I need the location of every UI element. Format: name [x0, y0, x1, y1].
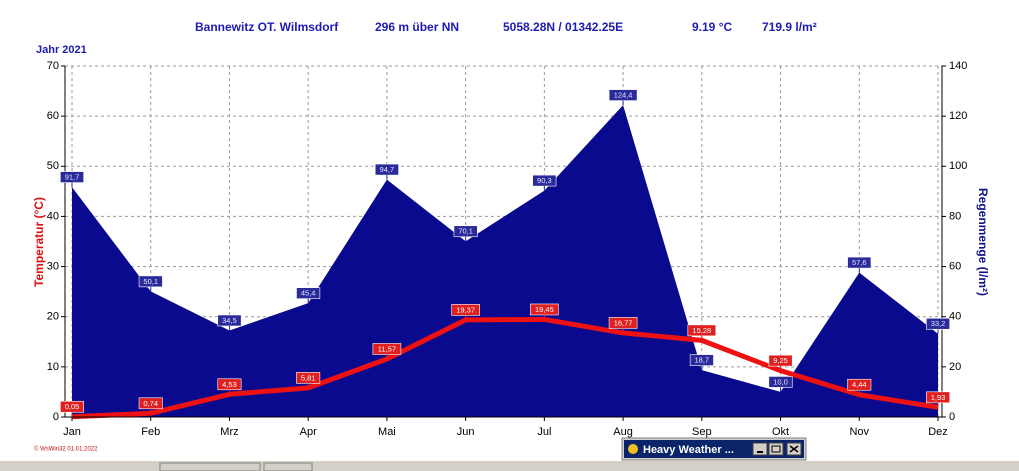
taskbar-button[interactable] — [159, 462, 261, 471]
value-label: 70,1 — [458, 227, 473, 236]
year-label: Jahr 2021 — [36, 44, 87, 56]
x-tick-label: Jan — [63, 426, 81, 438]
y2-tick-label: 120 — [949, 110, 967, 122]
y-tick-label: 0 — [53, 411, 59, 423]
y-tick-label: 20 — [47, 311, 59, 323]
y2-tick-label: 40 — [949, 311, 961, 323]
value-label: 19,45 — [535, 305, 554, 314]
value-label: 9,25 — [773, 356, 788, 365]
y-tick-label: 30 — [47, 260, 59, 272]
close-glyph — [789, 445, 799, 453]
minimize-button[interactable] — [752, 442, 768, 456]
x-tick-label: Feb — [141, 426, 160, 438]
header-text: 5058.28N / 01342.25E — [503, 20, 623, 34]
value-label: 57,6 — [852, 258, 867, 267]
window-icon — [628, 444, 638, 454]
x-tick-label: Jul — [537, 426, 551, 438]
y-tick-label: 60 — [47, 110, 59, 122]
header-text: 296 m über NN — [375, 20, 459, 34]
y2-tick-label: 0 — [949, 411, 955, 423]
value-label: 4,44 — [852, 380, 867, 389]
y2-tick-label: 20 — [949, 361, 961, 373]
maximize-button[interactable] — [768, 442, 784, 456]
value-label: 91,7 — [65, 173, 80, 182]
value-label: 33,2 — [931, 319, 946, 328]
value-label: 15,28 — [692, 326, 711, 335]
taskbar-button[interactable] — [263, 462, 313, 471]
value-label: 1,93 — [931, 393, 946, 402]
x-tick-label: Jun — [457, 426, 475, 438]
y-tick-label: 40 — [47, 210, 59, 222]
value-label: 45,4 — [301, 289, 316, 298]
value-label: 94,7 — [380, 165, 395, 174]
y2-axis-label: Regenmenge (l/m²) — [976, 188, 990, 296]
value-label: 5,81 — [301, 373, 316, 382]
value-label: 11,57 — [378, 344, 396, 353]
plot: 0 10 20 30 40 50 60 70 0 20 40 60 80 100 120 140 Jan Feb M… — [47, 60, 968, 438]
x-tick-label: Nov — [849, 426, 869, 438]
value-label: 19,37 — [456, 305, 475, 314]
value-label: 90,3 — [537, 176, 552, 185]
x-tick-label: Apr — [300, 426, 317, 438]
x-tick-label: Dez — [928, 426, 948, 438]
x-tick-label: Mai — [378, 426, 396, 438]
line — [71, 316, 939, 420]
window-title: Heavy Weather ... — [643, 444, 734, 456]
value-label: 124,4 — [614, 91, 633, 100]
y2-tick-label: 80 — [949, 210, 961, 222]
value-label: 0,74 — [143, 399, 158, 408]
y2-tick-label: 100 — [949, 160, 967, 172]
value-label: 18,7 — [695, 356, 710, 365]
y2-tick-label: 60 — [949, 260, 961, 272]
area — [72, 105, 938, 418]
x-tick-label: Okt — [772, 426, 789, 438]
y-tick-label: 50 — [47, 160, 59, 172]
x-tick-label: Mrz — [220, 426, 238, 438]
y2-tick-label: 140 — [949, 60, 967, 72]
value-label: 34,5 — [222, 316, 237, 325]
header-text: 719.9 l/m² — [762, 20, 817, 34]
header-text: Bannewitz OT. Wilmsdorf — [195, 20, 339, 34]
value-label: 0,05 — [65, 402, 80, 411]
maximize-glyph — [771, 445, 781, 453]
y-tick-label: 70 — [47, 60, 59, 72]
value-label: 4,53 — [222, 380, 237, 389]
x-tick-label: Aug — [613, 426, 633, 438]
footnote: © WsWin32 01.01.2022 — [34, 446, 98, 453]
y-axis-label: Temperatur (°C) — [32, 197, 46, 287]
value-label: 10,0 — [773, 377, 788, 386]
y-tick-label: 10 — [47, 361, 59, 373]
value-label: 50,1 — [143, 277, 158, 286]
x-tick-label: Sep — [692, 426, 712, 438]
value-label: 16,77 — [614, 318, 633, 327]
taskbar — [0, 460, 1019, 471]
header-text: 9.19 °C — [692, 20, 732, 34]
